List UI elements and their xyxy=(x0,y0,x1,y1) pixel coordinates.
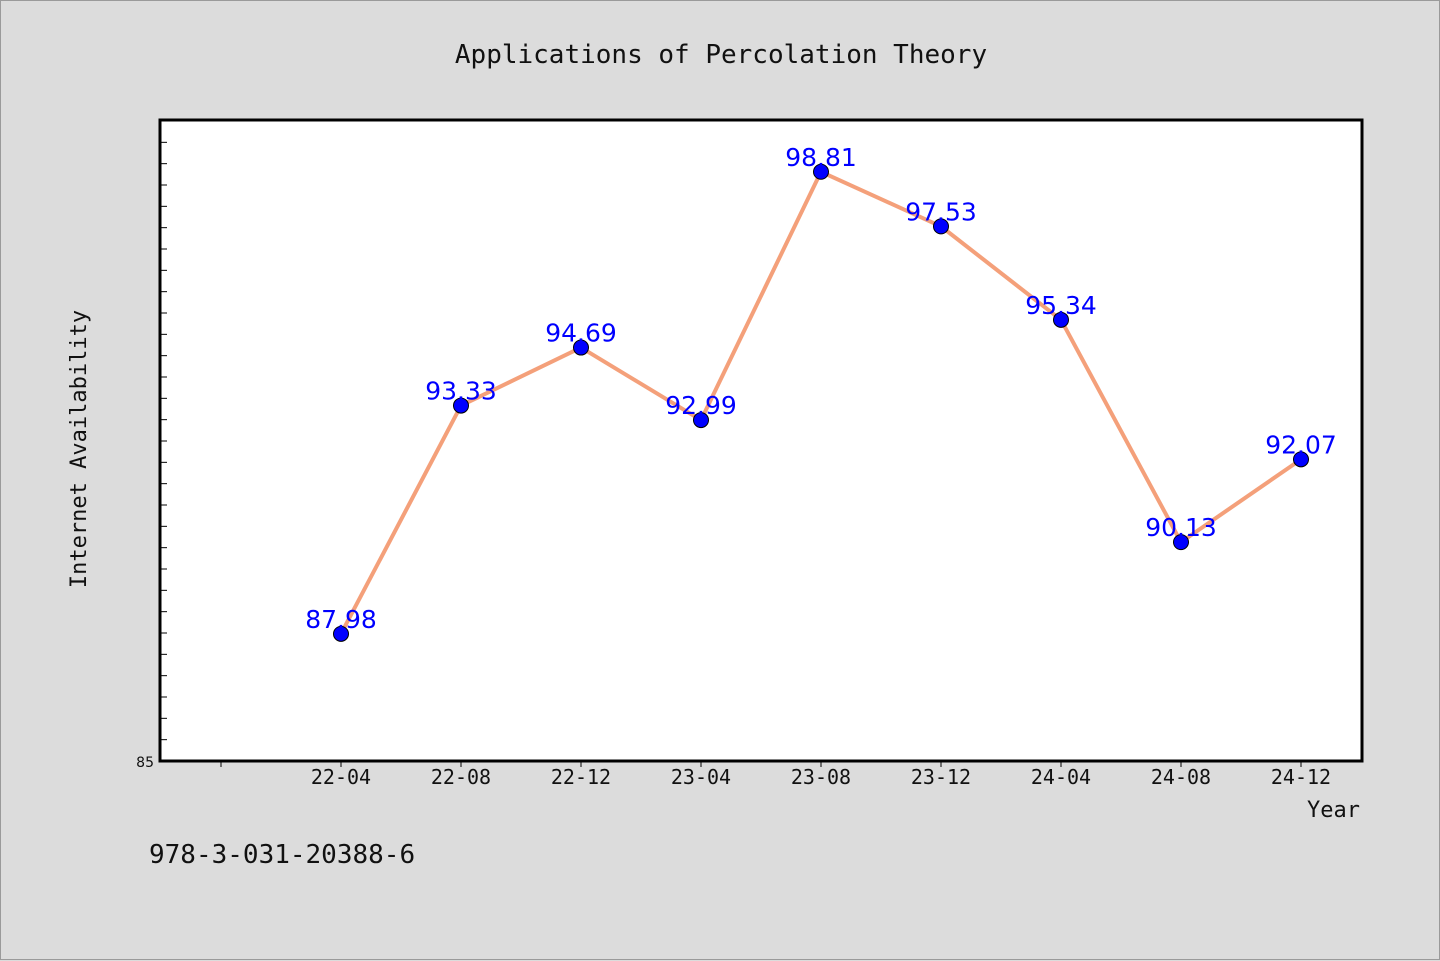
x-tick-label: 23-12 xyxy=(911,765,971,789)
data-label: 98.81 xyxy=(785,143,857,172)
data-label: 92.99 xyxy=(665,391,737,420)
data-point xyxy=(1053,311,1069,328)
data-point xyxy=(1173,534,1189,551)
data-point xyxy=(333,625,349,642)
x-tick-label: 22-04 xyxy=(311,765,371,789)
x-tick-label: 23-08 xyxy=(791,765,851,789)
data-label: 87.98 xyxy=(305,605,377,634)
data-series: 87.98 93.33 94.69 92.99 98.81 97.53 95.34 90.13… xyxy=(305,143,1337,642)
plot-area xyxy=(158,118,1364,763)
x-axis-label: Year xyxy=(1307,798,1360,823)
data-point xyxy=(933,218,949,235)
x-tick-label: 22-12 xyxy=(551,765,611,789)
chart-title: Applications of Percolation Theory xyxy=(455,40,987,70)
x-tick-label: 24-08 xyxy=(1151,765,1211,789)
data-point xyxy=(693,412,709,429)
footer-isbn: 978-3-031-20388-6 xyxy=(149,840,415,870)
data-label: 94.69 xyxy=(545,319,617,348)
y-tick-label: 85 xyxy=(136,755,154,771)
data-label: 97.53 xyxy=(905,197,977,226)
y-axis-label: Internet Availability xyxy=(67,310,92,588)
x-tick-label: 24-04 xyxy=(1031,765,1091,789)
data-point xyxy=(813,163,829,180)
data-label: 95.34 xyxy=(1025,291,1097,320)
x-tick-label: 24-12 xyxy=(1271,765,1331,789)
data-label: 93.33 xyxy=(425,377,497,406)
data-point xyxy=(1293,451,1309,468)
x-axis-ticks: 22-04 22-08 22-12 23-04 23-08 23-12 24-04 24-08… xyxy=(220,761,1331,789)
data-label: 92.07 xyxy=(1265,430,1337,459)
x-tick-label: 22-08 xyxy=(431,765,491,789)
y-axis-ticks: 85 xyxy=(136,141,167,771)
data-label: 90.13 xyxy=(1145,513,1217,542)
data-point xyxy=(573,339,589,356)
x-tick-label: 23-04 xyxy=(671,765,731,789)
data-point xyxy=(453,397,469,414)
